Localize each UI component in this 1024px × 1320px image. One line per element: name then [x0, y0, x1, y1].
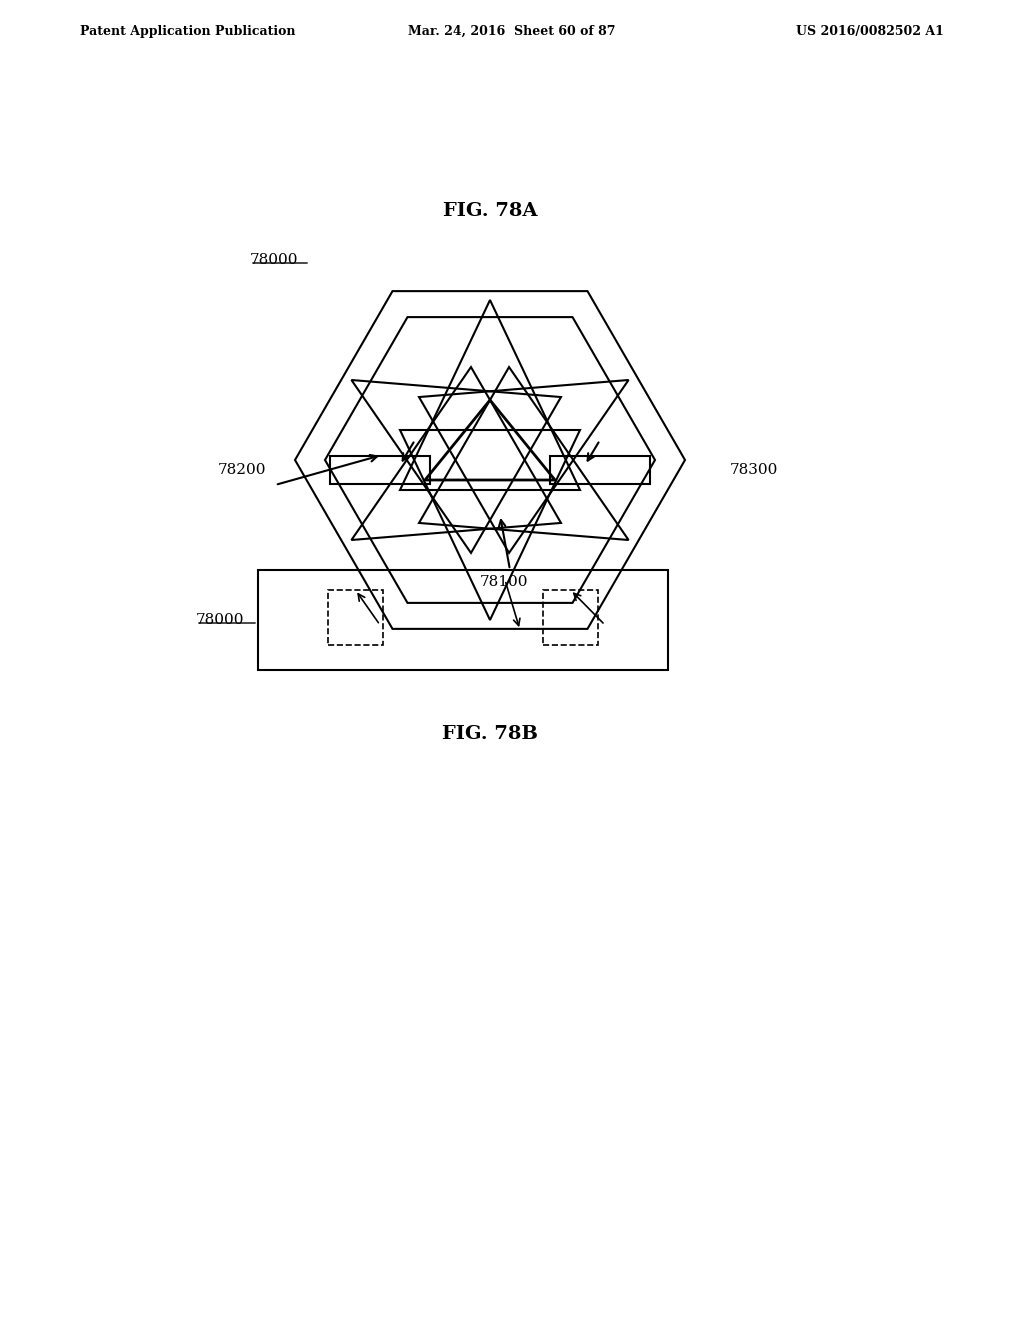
Text: Mar. 24, 2016  Sheet 60 of 87: Mar. 24, 2016 Sheet 60 of 87	[409, 25, 615, 38]
Text: US 2016/0082502 A1: US 2016/0082502 A1	[796, 25, 944, 38]
Text: FIG. 78A: FIG. 78A	[442, 202, 538, 220]
Bar	[330, 455, 430, 484]
Bar	[328, 590, 383, 645]
Text: 78300: 78300	[730, 463, 778, 477]
Bar	[258, 570, 668, 671]
Text: 78100: 78100	[480, 576, 528, 589]
Text: Patent Application Publication: Patent Application Publication	[80, 25, 296, 38]
Bar	[543, 590, 598, 645]
Text: 78000: 78000	[196, 612, 245, 627]
Bar	[550, 455, 650, 484]
Text: 78000: 78000	[250, 253, 299, 267]
Text: 78200: 78200	[218, 463, 266, 477]
Text: FIG. 78B: FIG. 78B	[442, 725, 538, 743]
